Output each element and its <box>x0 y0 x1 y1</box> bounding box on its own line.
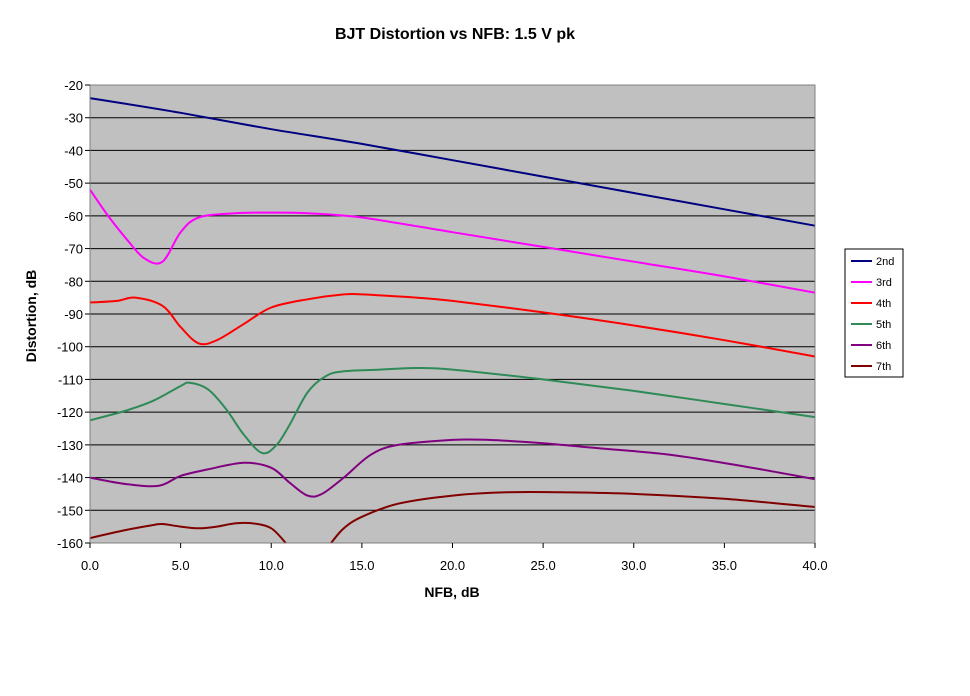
y-tick-label: -70 <box>64 242 83 257</box>
legend-box <box>844 248 904 378</box>
y-axis-ticks: -20 -30 -40 -50 -60 -70 -80 -90 -100 -110 -120 -130… <box>57 78 90 551</box>
x-tick-label: 20.0 <box>440 558 465 573</box>
x-tick-label: 35.0 <box>712 558 737 573</box>
legend-label: 4th <box>876 298 891 310</box>
x-tick-label: 0.0 <box>81 558 99 573</box>
y-tick-label: -20 <box>64 78 83 93</box>
series-line-7th <box>89 521 287 544</box>
series-line-4th <box>89 292 816 358</box>
y-tick-label: -120 <box>57 405 83 420</box>
y-tick-label: -100 <box>57 340 83 355</box>
y-tick-label: -50 <box>64 176 83 191</box>
x-tick-label: 5.0 <box>172 558 190 573</box>
legend-label: 3rd <box>876 277 892 289</box>
legend-label: 6th <box>876 340 891 352</box>
y-tick-label: -40 <box>64 143 83 158</box>
x-tick-label: 30.0 <box>621 558 646 573</box>
series-line-3rd <box>89 189 816 294</box>
series-line-6th <box>89 438 816 498</box>
chart-title: BJT Distortion vs NFB: 1.5 V pk <box>335 26 575 43</box>
legend-label: 5th <box>876 319 891 331</box>
y-tick-label: -60 <box>64 209 83 224</box>
x-tick-label: 25.0 <box>530 558 555 573</box>
y-tick-label: -130 <box>57 438 83 453</box>
y-tick-label: -30 <box>64 111 83 126</box>
legend-label: 7th <box>876 361 891 373</box>
legend-label: 2nd <box>876 256 894 268</box>
series-line-5th <box>89 366 816 455</box>
x-tick-label: 10.0 <box>259 558 284 573</box>
y-tick-label: -150 <box>57 503 83 518</box>
series-line-7th <box>330 490 816 544</box>
x-tick-label: 40.0 <box>802 558 827 573</box>
y-axis-label: Distortion, dB <box>23 270 39 363</box>
x-axis-label: NFB, dB <box>424 584 479 600</box>
series-line-2nd <box>89 97 816 227</box>
y-tick-label: -90 <box>64 307 83 322</box>
y-tick-label: -160 <box>57 536 83 551</box>
x-axis-ticks: 0.0 5.0 10.0 15.0 20.0 25.0 30.0 35.0 40.0 <box>81 543 828 573</box>
y-tick-label: -80 <box>64 274 83 289</box>
x-tick-label: 15.0 <box>349 558 374 573</box>
series-lines <box>89 97 816 544</box>
y-tick-label: -140 <box>57 471 83 486</box>
gridlines <box>90 117 815 511</box>
legend: 2nd 3rd 4th 5th 6th 7th <box>844 248 904 378</box>
y-tick-label: -110 <box>58 372 83 387</box>
